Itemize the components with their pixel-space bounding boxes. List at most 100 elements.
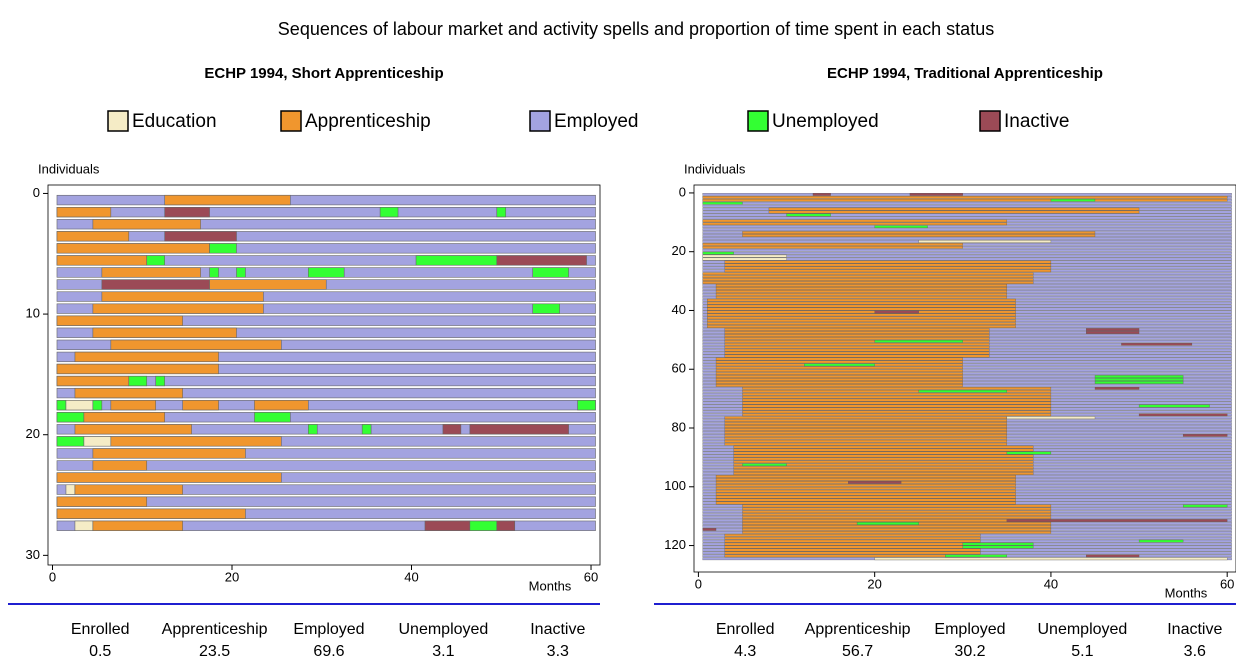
spell-row [715,372,963,375]
spell-row [724,331,990,334]
spell-row [724,260,1052,264]
spell [56,207,596,218]
spell-row [742,401,1052,405]
spell-row [715,375,963,378]
spell [56,231,130,242]
spell-row [702,272,1034,276]
spell-row [742,395,1052,399]
spell-row [702,357,1232,361]
spell-row [724,351,990,355]
spell-row [724,354,990,358]
spell-row [702,196,1228,199]
spell [92,520,183,531]
spell-block [1094,375,1184,384]
x-axis-label: Months [1165,585,1208,600]
spell-row [1050,198,1096,202]
spell-block [1086,328,1140,334]
y-tick-label: 40 [672,302,686,317]
spell-block [848,481,902,484]
spell [496,207,507,218]
spell-block [874,225,928,229]
table-header: Inactive [530,621,585,638]
spell-row [724,328,990,331]
spell-row [1086,554,1140,558]
spell-row [918,389,1008,393]
spell [56,219,596,230]
spell-row [715,486,1016,490]
spell [254,400,309,411]
spell-row [715,284,1008,287]
spell-row [702,219,1008,223]
spell-row [724,539,981,543]
spell-row [702,204,1232,208]
spell-row [733,451,1034,455]
spell-row [724,431,1008,434]
spell-row [707,325,1016,328]
x-tick-label: 40 [1044,576,1058,591]
spell-row [724,263,1052,267]
spell-row [724,442,1008,446]
spell [110,436,282,447]
spell-row [1182,504,1228,508]
spell-row [742,407,1052,411]
spell-row [733,463,1034,467]
spell [56,496,148,507]
spell-row [742,504,1052,508]
spell-block [702,272,1034,284]
spell-row [724,425,1008,428]
spell-block [715,284,1008,299]
spell-block [707,298,1016,328]
x-tick-label: 60 [1220,576,1234,591]
spell-block [742,463,787,467]
spell-row [742,528,1052,531]
spell-row [724,334,990,337]
spell [101,291,264,302]
spell [424,520,471,531]
spell-row [707,313,1016,317]
spell-row [742,510,1052,514]
spell-block [786,213,831,217]
spell-row [909,193,963,196]
spell [56,400,67,411]
x-tick-label: 0 [49,569,56,584]
spell-row [715,290,1008,293]
table-value: 69.6 [313,643,344,660]
spell [415,255,498,266]
spell [254,412,291,423]
spell-row [715,498,1016,502]
legend-label: Apprenticeship [305,111,431,132]
spell-row [804,363,875,367]
spell [56,351,596,363]
spell-block [702,219,1008,226]
legend-swatch [107,110,129,132]
spell-row [715,366,963,370]
legend-swatch [529,110,551,132]
spell-block [768,207,1140,214]
spell-block [702,201,743,205]
spell-row [724,422,1008,425]
spell-row [742,525,1052,528]
spell-row [715,369,963,373]
spell-row [702,216,1232,220]
spell [469,424,569,435]
spell [164,231,237,242]
spell-row [856,522,919,525]
spell-block [945,554,1008,558]
spell-block [962,542,1034,549]
table-value: 3.1 [432,643,454,660]
panel-title: ECHP 1994, Short Apprenticeship [204,65,443,82]
spell-row [707,304,1016,308]
spell-row [874,340,963,343]
spell-block [742,387,1052,417]
spell [56,243,210,254]
spell-row [715,287,1008,290]
y-tick-label: 100 [664,478,686,493]
table-header: Unemployed [1037,621,1127,638]
spell-row [702,198,1228,202]
spell [74,520,94,531]
legend-label: Employed [554,111,639,132]
spell-block [874,557,1228,561]
spell-row [733,466,1034,470]
spell-row [733,448,1034,452]
